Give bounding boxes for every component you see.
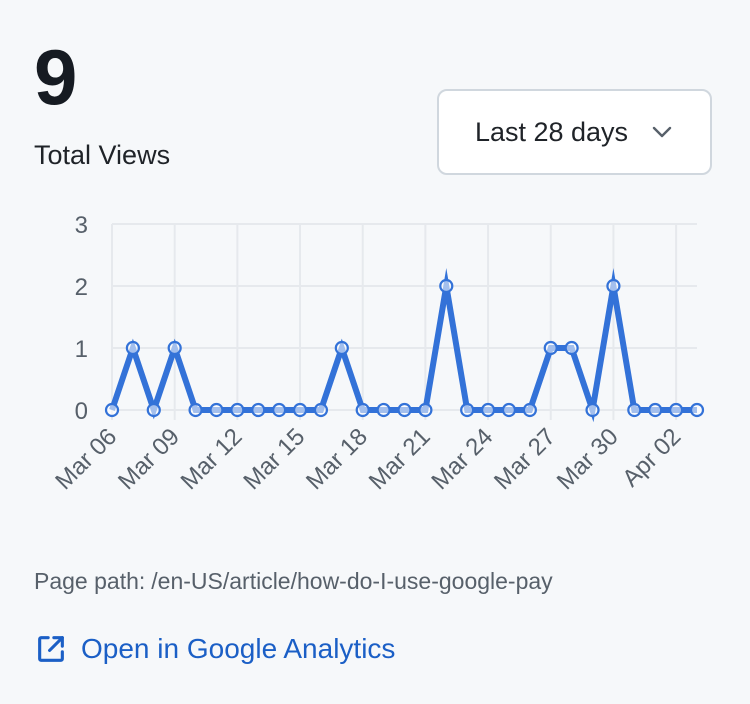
open-in-google-analytics-link[interactable]: Open in Google Analytics [34,632,395,666]
page-path: Page path:/en-US/article/how-do-I-use-go… [34,568,553,595]
data-point[interactable] [376,402,391,418]
data-point[interactable] [418,402,433,418]
page-path-value: /en-US/article/how-do-I-use-google-pay [151,568,553,594]
data-point[interactable] [522,402,537,418]
data-point[interactable] [606,278,621,294]
data-point[interactable] [669,402,684,418]
data-point[interactable] [355,402,370,418]
data-point[interactable] [480,402,496,418]
data-point[interactable] [230,402,245,418]
google-analytics-link-label: Open in Google Analytics [81,633,396,664]
data-point[interactable] [188,402,203,418]
page-path-label: Page path: [34,568,146,594]
x-tick-label: Mar 27 [489,423,561,495]
data-point[interactable] [146,402,161,418]
data-point[interactable] [125,340,140,356]
data-point[interactable] [648,402,663,418]
data-point[interactable] [460,402,475,418]
data-point[interactable] [627,402,642,418]
data-point[interactable] [313,402,329,418]
x-tick-label: Mar 06 [50,423,122,495]
x-tick-label: Mar 15 [238,423,310,495]
data-point[interactable] [501,402,517,418]
data-point[interactable] [585,402,600,418]
data-point[interactable] [397,402,412,418]
data-point[interactable] [292,402,308,418]
date-range-value: Last 28 days [474,116,629,147]
data-point[interactable] [543,340,558,356]
x-tick-label: Mar 21 [364,423,436,495]
data-point[interactable] [564,340,579,356]
data-point[interactable] [167,340,182,356]
total-views-count: 9 [34,33,78,121]
x-tick-label: Mar 30 [552,423,624,495]
y-tick-label: 1 [75,336,88,363]
x-tick-label: Mar 09 [113,423,185,495]
external-link-icon [38,636,64,662]
data-point[interactable] [689,402,705,418]
x-tick-label: Mar 24 [426,423,498,495]
total-views-label: Total Views [34,140,171,170]
date-range-dropdown[interactable]: Last 28 days [437,89,712,175]
data-point[interactable] [334,340,349,356]
data-point[interactable] [439,278,454,294]
y-tick-label: 2 [75,274,88,301]
x-tick-label: Mar 18 [301,423,373,495]
data-point[interactable] [272,402,287,418]
chevron-down-icon [652,126,672,138]
data-point[interactable] [209,402,224,418]
y-tick-label: 0 [75,398,88,425]
data-point[interactable] [104,402,120,418]
data-point[interactable] [251,402,266,418]
y-tick-label: 3 [75,212,88,239]
x-tick-label: Mar 12 [176,423,248,495]
x-tick-label: Apr 02 [617,423,686,492]
